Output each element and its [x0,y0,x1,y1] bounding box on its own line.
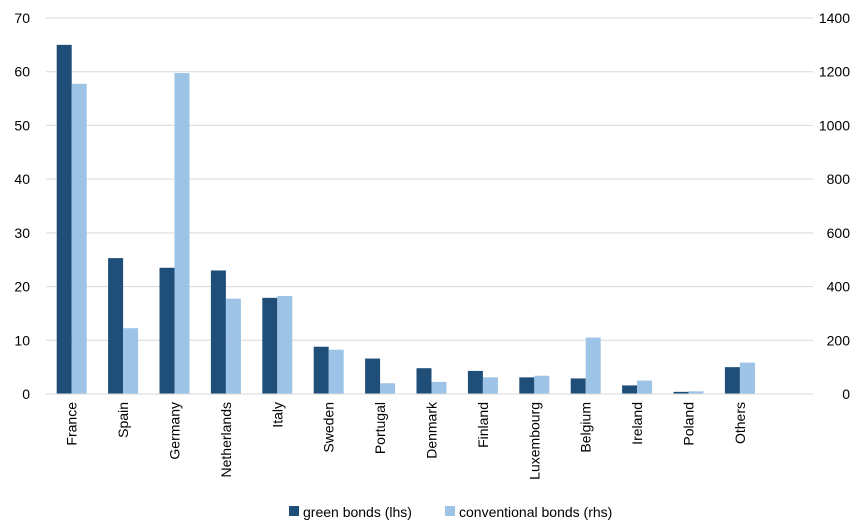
bar-conventional-bonds [739,362,755,394]
x-tick-label: Spain [115,402,131,438]
left-tick-label: 50 [14,117,30,133]
bar-conventional-bonds [688,391,704,394]
bar-green-bonds [467,370,483,394]
right-tick-label: 600 [827,225,851,241]
x-tick-label: Sweden [321,402,337,453]
left-tick-label: 10 [14,332,30,348]
bar-green-bonds [724,367,740,394]
bar-green-bonds [210,270,226,394]
right-axis-ticks: 0 200 400 600 800 1000 1200 1400 [819,10,850,402]
left-tick-label: 30 [14,225,30,241]
bars [56,44,755,395]
bar-green-bonds [56,44,72,394]
bar-green-bonds [519,377,535,394]
bar-conventional-bonds [534,375,550,394]
right-tick-label: 1200 [819,64,850,80]
legend-label-conventional-bonds: conventional bonds (rhs) [459,504,612,520]
right-tick-label: 0 [842,386,850,402]
x-tick-label: Netherlands [218,402,234,478]
bar-green-bonds [108,258,124,394]
x-tick-label: Denmark [424,401,440,459]
bar-conventional-bonds [174,73,190,395]
bar-green-bonds [622,385,638,394]
x-axis-labels: France Spain Germany Netherlands Italy Sweden… [64,401,748,480]
bar-green-bonds [416,368,432,394]
right-tick-label: 1400 [819,10,850,26]
bar-green-bonds [313,346,329,394]
legend-label-green-bonds: green bonds (lhs) [303,504,412,520]
x-tick-label: Poland [681,402,697,446]
left-tick-label: 70 [14,10,30,26]
right-tick-label: 1000 [819,117,850,133]
left-axis-ticks: 0 10 20 30 40 50 60 70 [14,10,30,402]
x-tick-label: Belgium [578,402,594,453]
bar-green-bonds [262,297,278,394]
bar-green-bonds [159,267,175,394]
right-tick-label: 400 [827,279,851,295]
x-tick-label: Portugal [372,402,388,454]
bar-green-bonds [570,378,586,394]
bar-conventional-bonds [380,383,396,394]
bar-green-bonds [673,391,689,394]
bar-conventional-bonds [585,337,601,394]
bar-conventional-bonds [71,83,87,395]
legend: green bonds (lhs) conventional bonds (rhs… [289,504,612,520]
bar-conventional-bonds [431,381,447,394]
bar-conventional-bonds [123,328,139,394]
bar-conventional-bonds [225,298,241,394]
bar-conventional-bonds [328,349,344,394]
x-tick-label: Others [732,402,748,444]
x-tick-label: Italy [269,402,285,428]
bar-green-bonds [365,358,381,394]
left-tick-label: 40 [14,171,30,187]
right-tick-label: 800 [827,171,851,187]
x-tick-label: Luxembourg [526,402,542,480]
legend-swatch-conventional-bonds [445,506,455,516]
x-tick-label: Finland [475,402,491,448]
left-tick-label: 20 [14,279,30,295]
left-tick-label: 60 [14,64,30,80]
left-tick-label: 0 [22,386,30,402]
bar-conventional-bonds [277,295,293,394]
x-tick-label: Germany [167,402,183,460]
right-tick-label: 200 [827,332,851,348]
bar-conventional-bonds [482,377,498,394]
x-tick-label: Ireland [629,402,645,445]
x-tick-label: France [64,402,80,446]
bar-conventional-bonds [637,380,653,394]
legend-swatch-green-bonds [289,506,299,516]
